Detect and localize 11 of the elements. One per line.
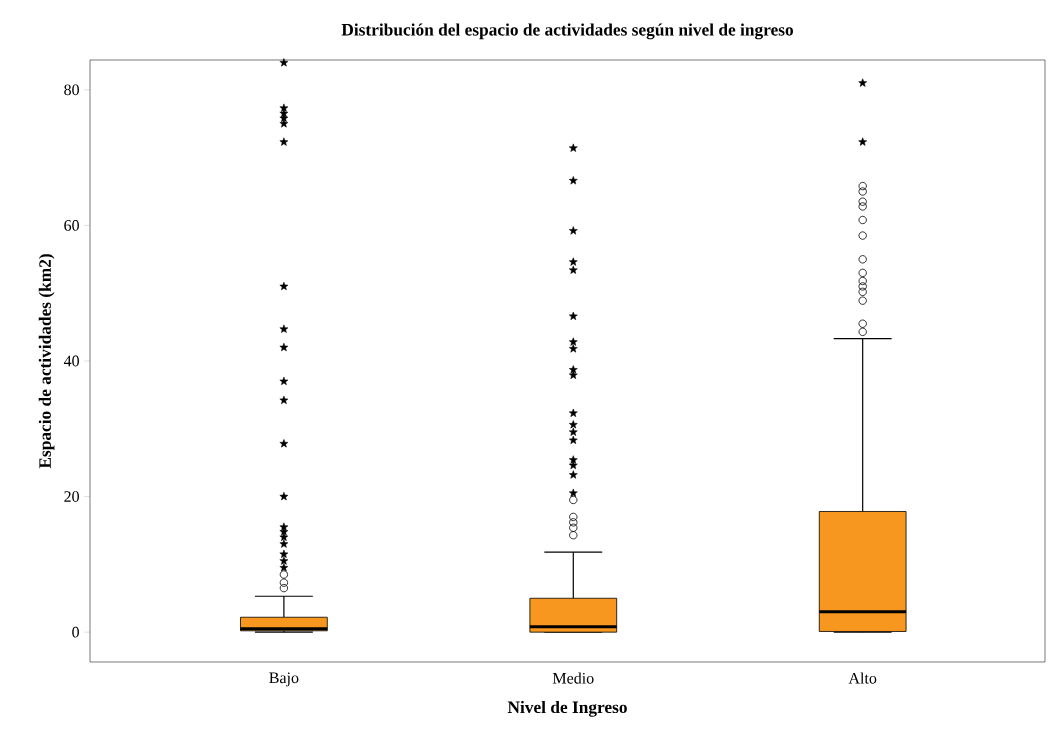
y-tick-label: 20 [64,491,79,502]
x-tick-label: Medio [552,672,594,684]
y-tick-label: 60 [64,220,79,231]
y-tick-label: 0 [72,626,79,638]
x-tick-label: Bajo [269,672,299,687]
x-tick-label: Alto [848,672,877,684]
y-axis-title: Espacio de actividades (km2) [38,254,55,469]
x-axis-title: Nivel de Ingreso [507,700,627,717]
chart-title: Distribución del espacio de actividades según nivel de ingreso [341,23,793,40]
y-tick-label: 80 [64,84,79,96]
y-tick-label: 40 [63,355,79,367]
